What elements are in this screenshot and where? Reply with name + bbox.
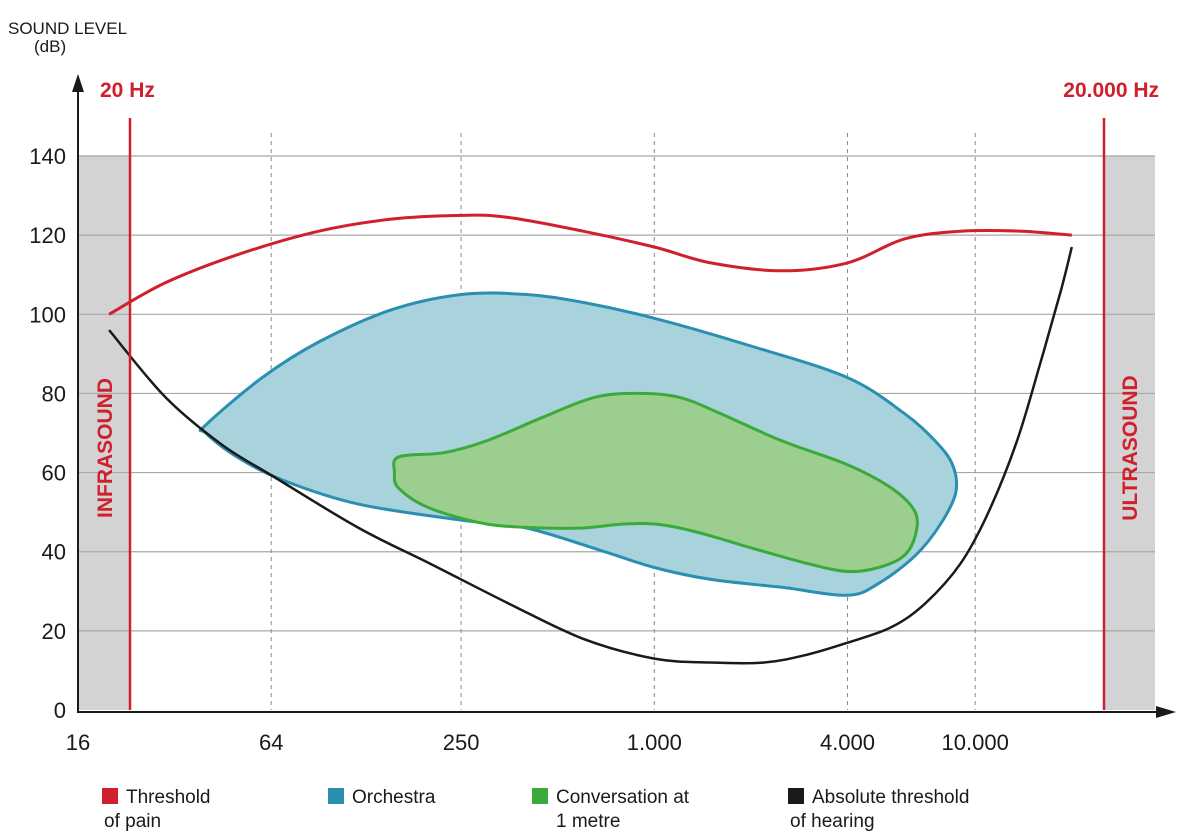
- x-axis-arrow-icon: [1156, 706, 1176, 718]
- y-tick-label: 20: [42, 619, 66, 644]
- area-series: [198, 291, 959, 597]
- ultrasound-label: ULTRASOUND: [1119, 375, 1142, 520]
- x-tick-label: 64: [259, 730, 283, 755]
- legend-label-line1: Orchestra: [352, 787, 436, 808]
- x-tick-label: 10.000: [942, 730, 1009, 755]
- x-tick-label: 250: [443, 730, 480, 755]
- line-series: [108, 213, 1074, 665]
- y-tick-label: 60: [42, 461, 66, 486]
- ticks: 0 20 40 60 80 100 120 140 16 64 250 1.000 4.000 10.00…: [29, 144, 1009, 755]
- legend-item: Conversation at 1 metre: [532, 787, 690, 832]
- y-tick-label: 120: [29, 223, 66, 248]
- y-tick-label: 80: [42, 381, 66, 406]
- x-tick-label: 1.000: [627, 730, 682, 755]
- absolute-threshold-of-hearing-line: [108, 246, 1074, 665]
- y-axis-title-line1: SOUND LEVEL: [8, 19, 127, 38]
- infrasound-band: [78, 156, 130, 710]
- y-tick-label: 0: [54, 698, 66, 723]
- legend-swatch: [102, 788, 118, 804]
- legend-item: Orchestra: [328, 787, 436, 808]
- threshold-of-pain-line: [108, 213, 1072, 316]
- legend-item: Absolute threshold of hearing: [788, 787, 969, 832]
- legend-label-line1: Conversation at: [556, 787, 690, 808]
- legend-item: Threshold of pain: [102, 787, 211, 832]
- legend: Threshold of pain Orchestra Conversation at…: [102, 787, 969, 832]
- infrasound-label: INFRASOUND: [94, 378, 117, 518]
- boundary-20hz-label: 20 Hz: [100, 79, 155, 102]
- legend-swatch: [532, 788, 548, 804]
- y-tick-label: 40: [42, 540, 66, 565]
- ultrasound-band: [1104, 156, 1155, 710]
- y-tick-label: 100: [29, 302, 66, 327]
- x-tick-label: 16: [66, 730, 90, 755]
- legend-label-line1: Threshold: [126, 787, 211, 808]
- legend-swatch: [788, 788, 804, 804]
- legend-label-line2: 1 metre: [556, 811, 620, 832]
- y-axis-arrow-icon: [72, 74, 84, 92]
- legend-label-line2: of hearing: [790, 811, 875, 832]
- legend-label-line2: of pain: [104, 811, 161, 832]
- y-axis-title-line2: (dB): [34, 37, 66, 56]
- legend-label-line1: Absolute threshold: [812, 787, 969, 808]
- legend-swatch: [328, 788, 344, 804]
- conversation-at-1-metre-area: [392, 391, 919, 574]
- boundary-20000hz-label: 20.000 Hz: [1063, 79, 1159, 102]
- x-tick-label: 4.000: [820, 730, 875, 755]
- y-tick-label: 140: [29, 144, 66, 169]
